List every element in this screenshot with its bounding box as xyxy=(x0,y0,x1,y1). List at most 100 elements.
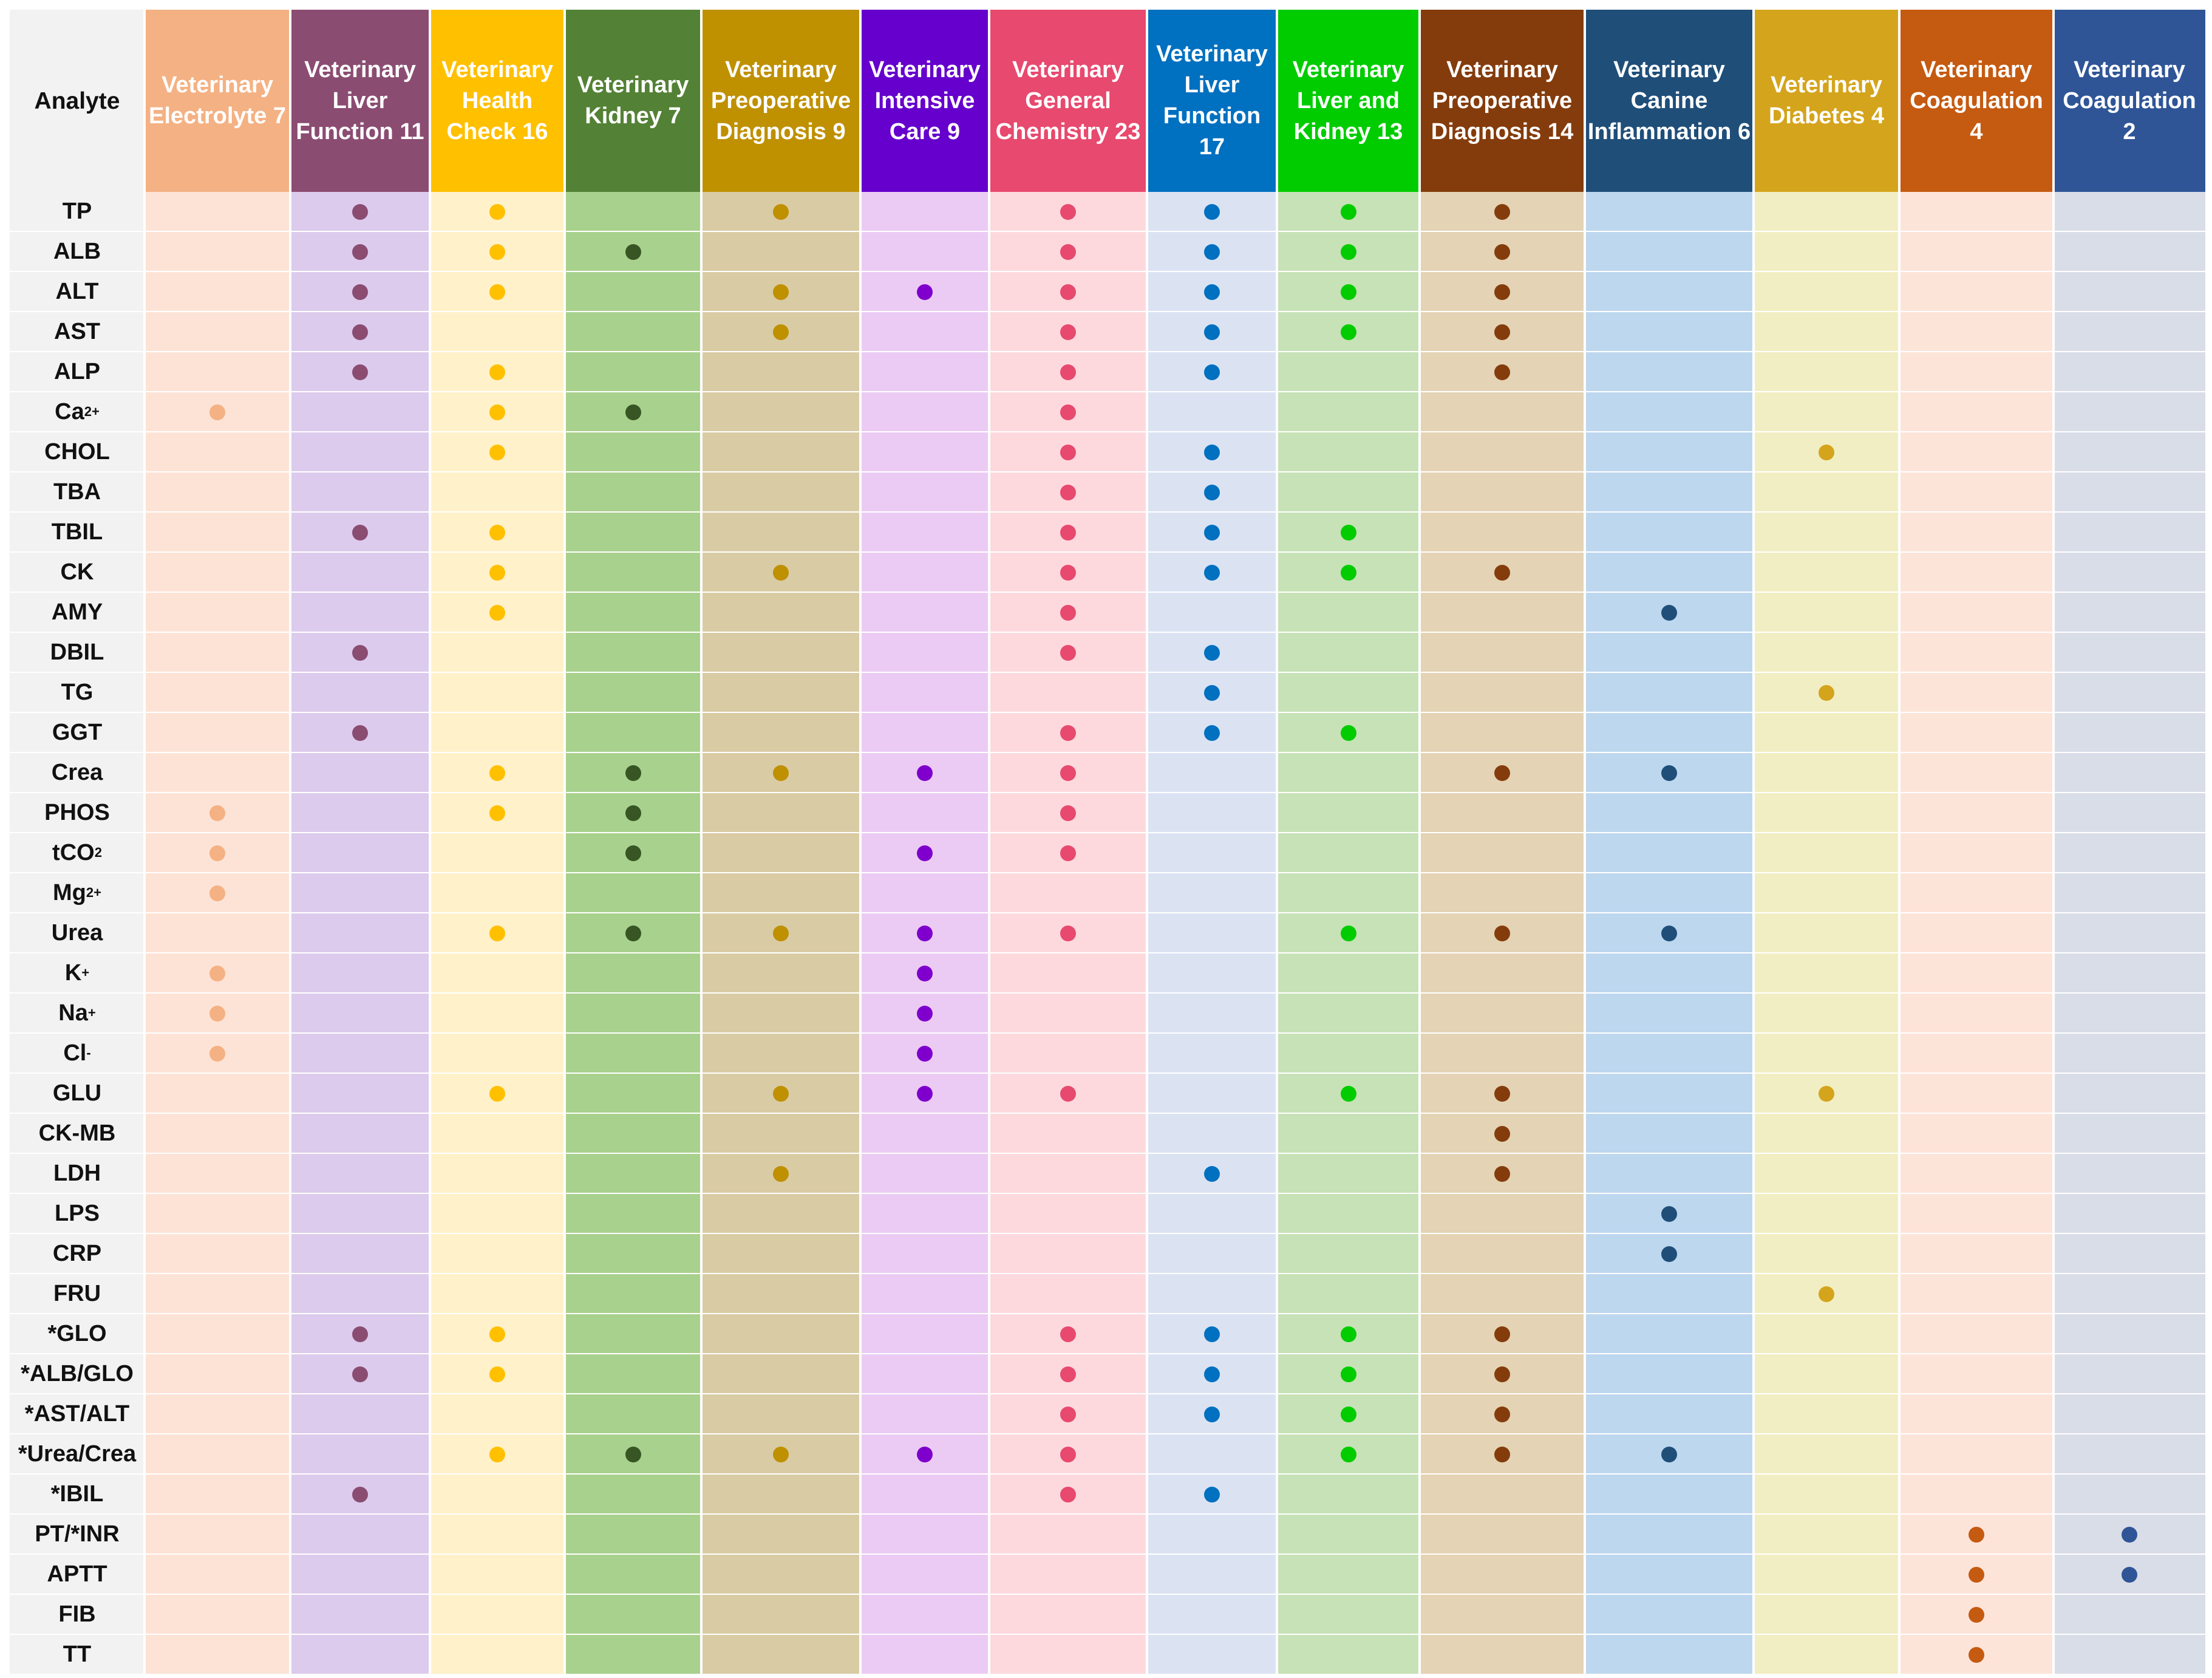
matrix-cell xyxy=(2054,472,2205,513)
matrix-cell xyxy=(860,232,989,272)
column-divider xyxy=(429,10,431,1674)
matrix-cell xyxy=(1277,1274,1420,1314)
included-dot-icon xyxy=(773,765,789,781)
matrix-cell xyxy=(701,1034,860,1074)
matrix-cell xyxy=(2054,432,2205,472)
included-dot-icon xyxy=(1494,765,1510,781)
analyte-name: *AST/ALT xyxy=(10,1394,145,1434)
matrix-cell xyxy=(1147,1194,1277,1234)
matrix-cell xyxy=(565,513,701,553)
matrix-cell xyxy=(430,312,565,352)
matrix-cell xyxy=(290,1194,430,1234)
included-dot-icon xyxy=(1661,1447,1677,1462)
matrix-cell xyxy=(701,1475,860,1515)
matrix-cell xyxy=(1277,673,1420,713)
matrix-cell xyxy=(1147,953,1277,994)
matrix-cell xyxy=(1277,472,1420,513)
matrix-cell xyxy=(1277,753,1420,793)
matrix-cell xyxy=(565,1114,701,1154)
included-dot-icon xyxy=(489,404,505,420)
included-dot-icon xyxy=(352,1366,368,1382)
matrix-cell xyxy=(1899,1434,2054,1475)
matrix-cell xyxy=(701,392,860,432)
column-divider xyxy=(1752,10,1755,1674)
included-dot-icon xyxy=(352,244,368,260)
panel-header-5: Veterinary Preoperative Diagnosis 9 xyxy=(701,10,860,192)
included-dot-icon xyxy=(1060,725,1076,741)
matrix-cell xyxy=(2054,873,2205,913)
matrix-cell xyxy=(1899,232,2054,272)
matrix-cell xyxy=(1420,593,1585,633)
matrix-cell xyxy=(701,1515,860,1555)
matrix-cell xyxy=(860,713,989,753)
analyte-name: CK-MB xyxy=(10,1114,145,1154)
included-dot-icon xyxy=(209,1046,225,1062)
matrix-cell xyxy=(1585,633,1754,673)
matrix-cell xyxy=(1585,192,1754,232)
included-dot-icon xyxy=(625,845,641,861)
matrix-cell xyxy=(145,1555,290,1595)
matrix-cell xyxy=(701,1194,860,1234)
matrix-cell xyxy=(860,1515,989,1555)
matrix-cell xyxy=(989,1154,1147,1194)
matrix-cell xyxy=(2054,1114,2205,1154)
matrix-cell xyxy=(701,593,860,633)
included-dot-icon xyxy=(1969,1567,1984,1583)
matrix-cell xyxy=(2054,1354,2205,1394)
matrix-cell xyxy=(860,192,989,232)
included-dot-icon xyxy=(352,1487,368,1502)
matrix-cell xyxy=(2054,953,2205,994)
matrix-cell xyxy=(430,873,565,913)
matrix-cell xyxy=(565,713,701,753)
matrix-cell xyxy=(290,1274,430,1314)
matrix-cell xyxy=(1420,994,1585,1034)
included-dot-icon xyxy=(1494,1366,1510,1382)
matrix-cell xyxy=(2054,352,2205,392)
matrix-cell xyxy=(1420,953,1585,994)
analyte-column-header: Analyte xyxy=(10,10,145,192)
matrix-cell xyxy=(290,392,430,432)
matrix-cell xyxy=(1754,392,1899,432)
included-dot-icon xyxy=(773,1086,789,1102)
matrix-cell xyxy=(290,1635,430,1675)
matrix-cell xyxy=(1899,1034,2054,1074)
included-dot-icon xyxy=(1060,1366,1076,1382)
matrix-cell xyxy=(1585,1394,1754,1434)
matrix-cell xyxy=(701,352,860,392)
matrix-cell xyxy=(1585,272,1754,312)
included-dot-icon xyxy=(625,1447,641,1462)
included-dot-icon xyxy=(773,324,789,340)
matrix-cell xyxy=(145,513,290,553)
analyte-name: *ALB/GLO xyxy=(10,1354,145,1394)
panel-header-8: Veterinary Liver Function 17 xyxy=(1147,10,1277,192)
included-dot-icon xyxy=(1340,1447,1356,1462)
matrix-cell xyxy=(1899,472,2054,513)
matrix-cell xyxy=(1754,553,1899,593)
matrix-cell xyxy=(1420,472,1585,513)
matrix-cell xyxy=(1420,1274,1585,1314)
included-dot-icon xyxy=(1494,1447,1510,1462)
included-dot-icon xyxy=(1060,485,1076,500)
matrix-cell xyxy=(1420,1475,1585,1515)
column-divider xyxy=(1584,10,1586,1674)
matrix-cell xyxy=(430,1114,565,1154)
included-dot-icon xyxy=(1969,1527,1984,1543)
matrix-cell xyxy=(1585,1595,1754,1635)
matrix-cell xyxy=(430,1434,565,1475)
included-dot-icon xyxy=(917,284,933,300)
matrix-cell xyxy=(989,1635,1147,1675)
matrix-cell xyxy=(1585,472,1754,513)
matrix-cell xyxy=(1754,793,1899,833)
matrix-cell xyxy=(1585,1354,1754,1394)
matrix-cell xyxy=(565,1274,701,1314)
matrix-cell xyxy=(701,1635,860,1675)
included-dot-icon xyxy=(1494,364,1510,380)
included-dot-icon xyxy=(1340,1407,1356,1422)
analyte-name: PHOS xyxy=(10,793,145,833)
included-dot-icon xyxy=(1204,725,1220,741)
matrix-cell xyxy=(1754,232,1899,272)
matrix-cell xyxy=(1754,633,1899,673)
matrix-cell xyxy=(1754,352,1899,392)
matrix-cell xyxy=(1585,392,1754,432)
matrix-cell xyxy=(1277,352,1420,392)
